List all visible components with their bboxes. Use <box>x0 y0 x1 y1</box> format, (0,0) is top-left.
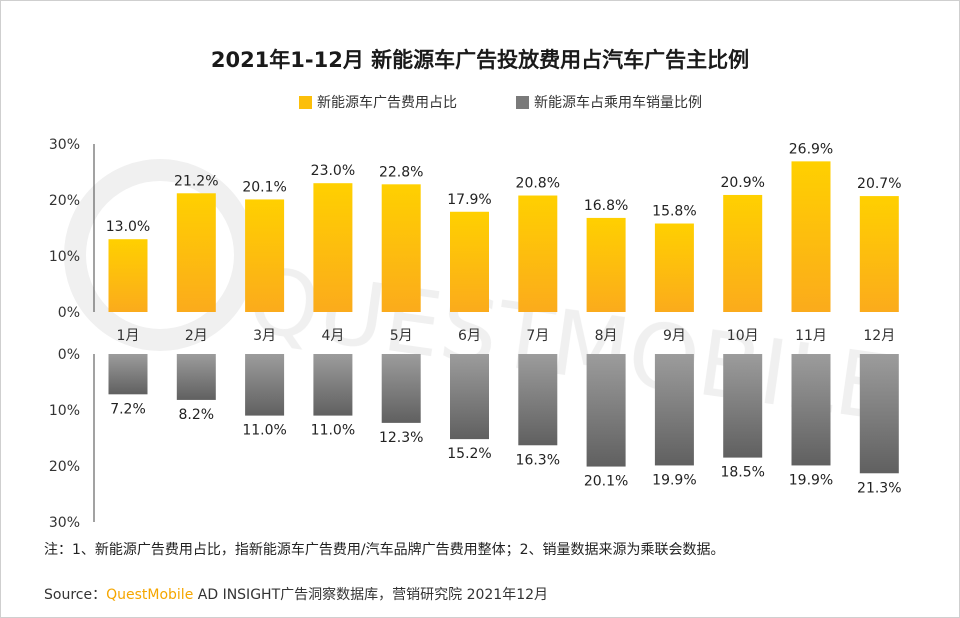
legend-item-sales-share: 新能源车占乘用车销量比例 <box>516 92 702 112</box>
top-y-tick-label: 30% <box>49 137 80 153</box>
ad-share-value-label: 17.9% <box>447 192 491 208</box>
sales-share-bar <box>518 354 558 446</box>
ad-share-value-label: 16.8% <box>584 198 628 214</box>
ad-share-value-label: 15.8% <box>652 204 696 220</box>
month-label: 8月 <box>595 328 618 344</box>
source-brand: QuestMobile <box>106 587 194 603</box>
sales-share-bars <box>108 354 899 474</box>
month-label: 3月 <box>253 328 276 344</box>
legend-item-ad-share: 新能源车广告费用占比 <box>299 92 457 112</box>
chart-title: 2021年1-12月 新能源车广告投放费用占汽车广告主比例 <box>210 48 750 72</box>
sales-share-bar <box>313 354 353 416</box>
bottom-y-tick-label: 20% <box>49 459 80 475</box>
sales-share-bar <box>654 354 694 466</box>
ad-share-bar <box>313 183 353 312</box>
footnote: 注：1、新能源广告费用占比，指新能源车广告费用/汽车品牌广告费用整体；2、销量数… <box>44 542 725 558</box>
top-y-tick-label: 20% <box>49 193 80 209</box>
ad-share-bar <box>245 199 285 312</box>
ad-share-value-label: 22.8% <box>379 164 423 180</box>
sales-share-value-label: 19.9% <box>789 472 833 488</box>
month-label: 4月 <box>321 328 344 344</box>
sales-share-bar <box>381 354 421 423</box>
sales-share-bar <box>791 354 831 466</box>
sales-share-bar <box>859 354 899 474</box>
sales-share-value-label: 11.0% <box>311 423 355 439</box>
bottom-y-tick-label: 0% <box>58 347 80 363</box>
ad-share-bar <box>381 184 421 312</box>
sales-share-bar <box>245 354 285 416</box>
sales-share-bar <box>450 354 489 440</box>
month-label: 7月 <box>526 328 549 344</box>
sales-share-value-label: 11.0% <box>242 423 286 439</box>
top-y-tick-label: 10% <box>49 249 80 265</box>
sales-share-bar <box>723 354 763 458</box>
legend-label-sales-share: 新能源车占乘用车销量比例 <box>534 95 702 111</box>
ad-share-bar <box>654 223 694 312</box>
ad-share-value-label: 20.7% <box>857 176 901 192</box>
ad-share-bar <box>791 161 831 312</box>
ad-share-bar <box>108 239 148 312</box>
sales-share-bar <box>586 354 626 467</box>
month-label: 12月 <box>863 328 895 344</box>
ad-share-value-label: 23.0% <box>311 163 355 179</box>
top-y-tick-label: 0% <box>58 305 80 321</box>
ad-share-value-label: 13.0% <box>106 219 150 235</box>
ad-share-value-label: 20.1% <box>242 179 286 195</box>
sales-share-bar <box>108 354 148 395</box>
source-rest: AD INSIGHT广告洞察数据库，营销研究院 2021年12月 <box>193 587 549 603</box>
ad-share-bars <box>108 161 899 312</box>
sales-share-value-label: 15.2% <box>447 446 491 462</box>
sales-share-bar <box>176 354 216 400</box>
legend-swatch-gray <box>516 95 529 109</box>
month-label: 2月 <box>185 328 208 344</box>
ad-share-bar <box>586 217 626 312</box>
ad-share-bar <box>723 194 763 312</box>
ad-share-bar <box>859 196 899 312</box>
ad-share-value-label: 21.2% <box>174 173 218 189</box>
month-label: 11月 <box>795 328 827 344</box>
source-prefix: Source： <box>44 587 107 603</box>
month-label: 5月 <box>390 328 413 344</box>
month-label: 10月 <box>727 328 759 344</box>
ad-share-bar <box>176 193 216 312</box>
ad-share-bar <box>518 195 558 312</box>
ad-share-value-label: 20.9% <box>720 175 764 191</box>
data-labels: 13.0% 1月 7.2% 21.2% 2月 8.2% 20.1% 3月 11.0% 23.0% 4… <box>106 141 902 496</box>
legend-swatch-yellow <box>299 95 312 109</box>
source-line: Source：QuestMobile AD INSIGHT广告洞察数据库，营销研… <box>44 584 548 604</box>
sales-share-value-label: 19.9% <box>652 472 696 488</box>
sales-share-value-label: 20.1% <box>584 474 628 490</box>
sales-share-value-label: 16.3% <box>516 452 560 468</box>
ad-share-bar <box>450 211 489 312</box>
bottom-y-tick-label: 30% <box>49 515 80 531</box>
ad-share-value-label: 20.8% <box>516 176 560 192</box>
sales-share-value-label: 18.5% <box>720 465 764 481</box>
legend-label-ad-share: 新能源车广告费用占比 <box>317 95 457 111</box>
month-label: 6月 <box>458 328 481 344</box>
sales-share-value-label: 21.3% <box>857 480 901 496</box>
sales-share-value-label: 8.2% <box>179 407 215 423</box>
axes: 30% 20% 10% 0% 0% 10% 20% 30% <box>49 137 95 531</box>
sales-share-value-label: 12.3% <box>379 430 423 446</box>
bottom-y-tick-label: 10% <box>49 403 80 419</box>
month-label: 9月 <box>663 328 686 344</box>
sales-share-value-label: 7.2% <box>110 401 146 417</box>
ad-share-value-label: 26.9% <box>789 141 833 157</box>
month-label: 1月 <box>117 328 140 344</box>
